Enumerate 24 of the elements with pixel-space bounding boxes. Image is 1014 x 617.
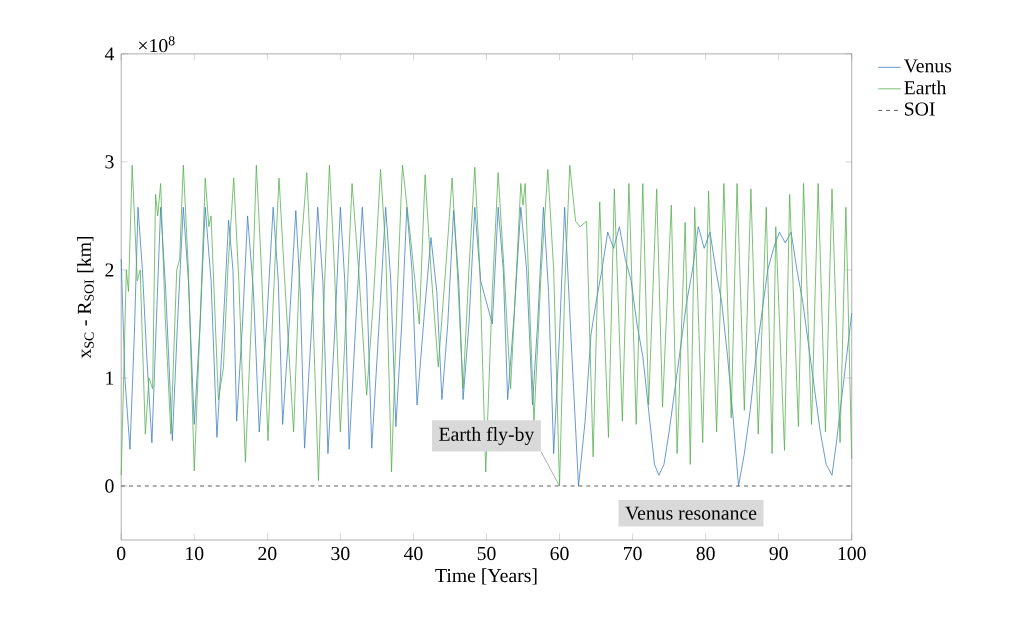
y-tick-label: 2 bbox=[105, 263, 114, 277]
x-tick-label: 70 bbox=[624, 546, 642, 561]
annotation: Earth fly-by bbox=[439, 426, 535, 446]
x-tick-label: 30 bbox=[331, 546, 350, 561]
x-tick-label: 90 bbox=[769, 546, 788, 561]
x-tick-label: 10 bbox=[186, 546, 204, 561]
x-tick-label: 40 bbox=[403, 546, 423, 561]
y-tick-label: 1 bbox=[106, 371, 114, 385]
text: ×10$^{8}$ bbox=[138, 36, 175, 53]
legend-label: Earth bbox=[904, 80, 947, 95]
y-tick-label: 4 bbox=[104, 47, 115, 61]
x-tick-label: 50 bbox=[477, 546, 496, 561]
x-tick-label: 60 bbox=[550, 546, 569, 561]
y-axis-title: x$_{SC}$ - R$_{SOI}$ [km] bbox=[77, 236, 94, 359]
annotation: Venus resonance bbox=[625, 506, 757, 520]
x-tick-label: 20 bbox=[258, 546, 277, 561]
y-tick-label: 0 bbox=[105, 479, 114, 493]
x-axis-title: Time [Years] bbox=[435, 568, 537, 585]
legend-label: SOI bbox=[905, 102, 935, 116]
x-tick-label: 0 bbox=[117, 546, 126, 561]
x-tick-label: 80 bbox=[696, 546, 715, 561]
y-tick-label: 3 bbox=[105, 155, 114, 169]
x-tick-label: 100 bbox=[838, 546, 866, 561]
legend-label: Venus bbox=[903, 59, 952, 73]
